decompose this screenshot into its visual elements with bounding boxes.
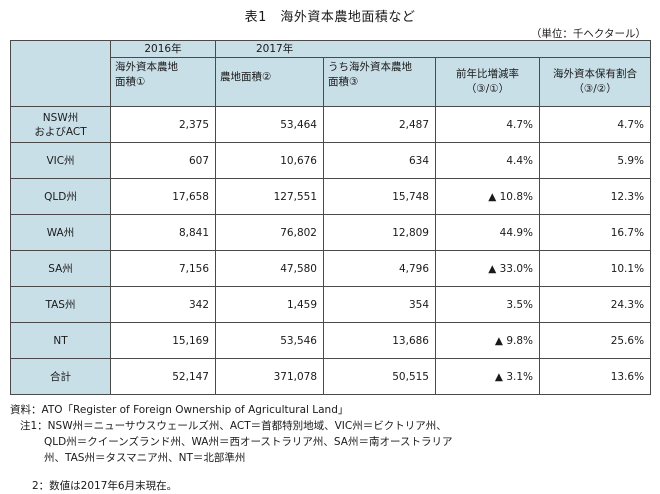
cell-foreign-2017: 4,796 xyxy=(323,250,436,287)
table-row: NT 15,169 53,546 13,686 ▲ 9.8% 25.6% xyxy=(10,322,652,359)
table-row: QLD州 17,658 127,551 15,748 ▲ 10.8% 12.3% xyxy=(10,178,652,215)
cell-farmland-2017: 127,551 xyxy=(215,178,324,215)
table-row: VIC州 607 10,676 634 4.4% 5.9% xyxy=(10,142,652,179)
cell-change: ▲ 9.8% xyxy=(435,322,540,359)
table-row: TAS州 342 1,459 354 3.5% 24.3% xyxy=(10,286,652,323)
row-region-label: NSW州 およびACT xyxy=(10,106,111,143)
cell-foreign-2017: 354 xyxy=(323,286,436,323)
cell-foreign-2017: 13,686 xyxy=(323,322,436,359)
cell-foreign-2016: 8,841 xyxy=(110,214,216,251)
row-region-label: TAS州 xyxy=(10,286,111,323)
header-year-2016: 2016年 xyxy=(110,40,216,58)
cell-foreign-2016: 17,658 xyxy=(110,178,216,215)
cell-foreign-2016: 15,169 xyxy=(110,322,216,359)
cell-foreign-2017: 15,748 xyxy=(323,178,436,215)
row-region-label: QLD州 xyxy=(10,178,111,215)
row-region-label: VIC州 xyxy=(10,142,111,179)
cell-farmland-2017: 53,546 xyxy=(215,322,324,359)
table-title: 表1 海外資本農地面積など xyxy=(244,10,416,25)
header-foreign-2017: うち海外資本農地 面積③ xyxy=(323,57,436,107)
cell-farmland-2017: 10,676 xyxy=(215,142,324,179)
cell-change: 4.4% xyxy=(435,142,540,179)
header-change-rate: 前年比増減率 （③/①） xyxy=(435,57,540,107)
header-year-2017: 2017年 xyxy=(214,40,652,58)
cell-foreign-2016: 7,156 xyxy=(110,250,216,287)
farmland-table: 2016年 2017年 海外資本農地 面積① 農地面積② うち海外資本農地 面積… xyxy=(10,40,652,395)
row-region-label: 合計 xyxy=(10,358,111,395)
note2: 2：数値は2017年6月末現在。 xyxy=(32,480,178,492)
table-row: SA州 7,156 47,580 4,796 ▲ 33.0% 10.1% xyxy=(10,250,652,287)
cell-foreign-2016: 607 xyxy=(110,142,216,179)
cell-farmland-2017: 371,078 xyxy=(215,358,324,395)
row-region-label: WA州 xyxy=(10,214,111,251)
header-foreign-share: 海外資本保有割合 （③/②） xyxy=(538,57,652,107)
note1-line3: 州、TAS州＝タスマニア州、NT＝北部準州 xyxy=(44,452,246,464)
table-row: 合計 52,147 371,078 50,515 ▲ 3.1% 13.6% xyxy=(10,358,652,395)
cell-share: 5.9% xyxy=(538,142,652,179)
cell-farmland-2017: 53,464 xyxy=(215,106,324,143)
source-note: 資料：ATO「Register of Foreign Ownership of … xyxy=(10,404,349,416)
cell-share: 12.3% xyxy=(538,178,652,215)
header-farmland-2017: 農地面積② xyxy=(215,57,324,107)
cell-foreign-2017: 634 xyxy=(323,142,436,179)
cell-farmland-2017: 76,802 xyxy=(215,214,324,251)
cell-foreign-2016: 52,147 xyxy=(110,358,216,395)
notes-block: 資料：ATO「Register of Foreign Ownership of … xyxy=(10,402,650,494)
table-body: NSW州 およびACT 2,375 53,464 2,487 4.7% 4.7% VIC州 6… xyxy=(10,106,652,395)
cell-change: 4.7% xyxy=(435,106,540,143)
table-row: WA州 8,841 76,802 12,809 44.9% 16.7% xyxy=(10,214,652,251)
cell-farmland-2017: 1,459 xyxy=(215,286,324,323)
cell-foreign-2017: 12,809 xyxy=(323,214,436,251)
cell-share: 24.3% xyxy=(538,286,652,323)
unit-label: （単位：千ヘクタール） xyxy=(530,28,646,40)
cell-change: 44.9% xyxy=(435,214,540,251)
header-corner-cell xyxy=(10,40,111,107)
cell-foreign-2017: 2,487 xyxy=(323,106,436,143)
cell-share: 10.1% xyxy=(538,250,652,287)
cell-foreign-2016: 342 xyxy=(110,286,216,323)
cell-share: 16.7% xyxy=(538,214,652,251)
cell-share: 13.6% xyxy=(538,358,652,395)
cell-share: 25.6% xyxy=(538,322,652,359)
note1-line2: QLD州＝クイーンズランド州、WA州＝西オーストラリア州、SA州＝南オーストラリ… xyxy=(44,436,453,448)
cell-change: ▲ 3.1% xyxy=(435,358,540,395)
note1-line1: 注1：NSW州＝ニューサウスウェールズ州、ACT＝首都特別地域、VIC州＝ビクト… xyxy=(20,420,447,432)
row-region-label: SA州 xyxy=(10,250,111,287)
cell-share: 4.7% xyxy=(538,106,652,143)
cell-foreign-2016: 2,375 xyxy=(110,106,216,143)
cell-change: ▲ 10.8% xyxy=(435,178,540,215)
cell-farmland-2017: 47,580 xyxy=(215,250,324,287)
table-row: NSW州 およびACT 2,375 53,464 2,487 4.7% 4.7% xyxy=(10,106,652,143)
cell-foreign-2017: 50,515 xyxy=(323,358,436,395)
header-foreign-2016: 海外資本農地 面積① xyxy=(110,57,216,107)
cell-change: ▲ 33.0% xyxy=(435,250,540,287)
cell-change: 3.5% xyxy=(435,286,540,323)
row-region-label: NT xyxy=(10,322,111,359)
